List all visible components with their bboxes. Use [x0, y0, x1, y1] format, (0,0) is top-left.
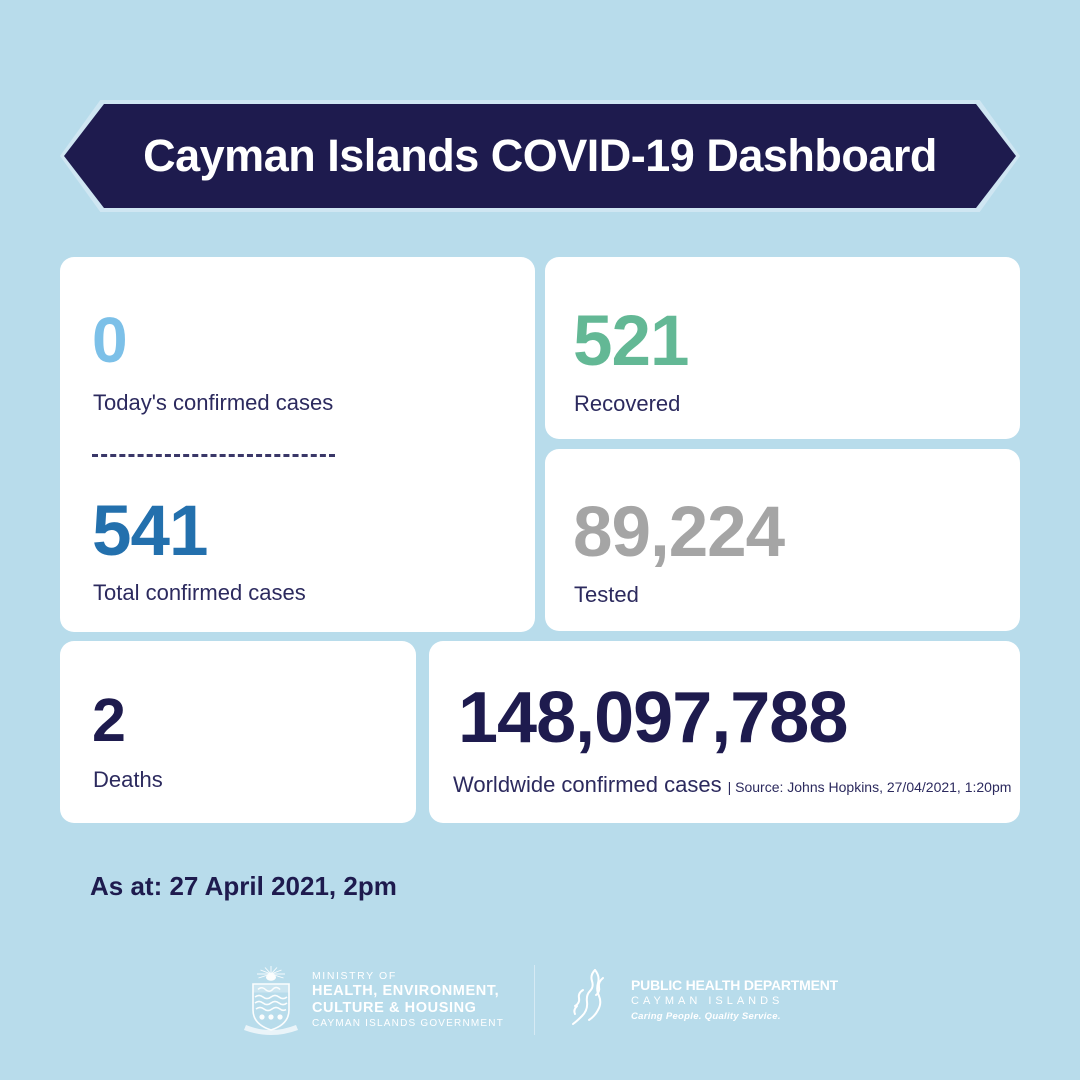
ministry-line-4: CAYMAN ISLANDS GOVERNMENT: [311, 1017, 505, 1029]
cayman-coat-of-arms-icon: [243, 966, 298, 1035]
tested-value: 89,224: [573, 493, 785, 572]
tested-label: Tested: [574, 582, 639, 607]
phd-line-2: CAYMAN ISLANDS: [631, 994, 784, 1007]
public-health-logo-text: PUBLIC HEALTH DEPARTMENT CAYMAN ISLANDS …: [631, 977, 838, 1022]
footer: MINISTRY OF HEALTH, ENVIRONMENT, CULTURE…: [0, 945, 1080, 1055]
public-health-emblem-icon: [572, 969, 605, 1025]
page-title: Cayman Islands COVID-19 Dashboard: [143, 130, 937, 181]
public-health-department-logo: PUBLIC HEALTH DEPARTMENT CAYMAN ISLANDS …: [565, 966, 838, 1034]
card-deaths: 2 Deaths: [60, 641, 416, 823]
ministry-line-2: HEALTH, ENVIRONMENT,: [311, 982, 500, 999]
worldwide-label-row: Worldwide confirmed cases | Source: John…: [453, 772, 1012, 797]
as-at-timestamp: As at: 27 April 2021, 2pm: [90, 871, 397, 901]
phd-line-3: Caring People. Quality Service.: [631, 1010, 781, 1022]
dashed-divider: [92, 454, 335, 457]
card-today-and-total-cases: 0 Today's confirmed cases 541 Total conf…: [60, 257, 535, 632]
ministry-logo: MINISTRY OF HEALTH, ENVIRONMENT, CULTURE…: [242, 965, 504, 1035]
footer-divider: [534, 965, 536, 1035]
phd-line-1: PUBLIC HEALTH DEPARTMENT: [631, 977, 839, 994]
card-tested: 89,224 Tested: [545, 449, 1020, 631]
card-worldwide-cases: 148,097,788 Worldwide confirmed cases | …: [429, 641, 1020, 823]
deaths-value: 2: [92, 686, 126, 754]
ministry-line-1: MINISTRY OF: [311, 970, 397, 983]
ministry-line-3: CULTURE & HOUSING: [311, 999, 477, 1016]
today-confirmed-cases-label: Today's confirmed cases: [93, 390, 334, 415]
ministry-logo-text: MINISTRY OF HEALTH, ENVIRONMENT, CULTURE…: [312, 970, 504, 1029]
card-recovered: 521 Recovered: [545, 257, 1020, 439]
total-confirmed-cases-value: 541: [92, 492, 208, 571]
banner-fill-shape: [64, 104, 1016, 208]
worldwide-confirmed-cases-value: 148,097,788: [458, 678, 848, 758]
recovered-label: Recovered: [574, 391, 681, 416]
today-confirmed-cases-value: 0: [92, 304, 128, 376]
total-confirmed-cases-label: Total confirmed cases: [93, 580, 306, 605]
recovered-value: 521: [573, 302, 689, 381]
worldwide-confirmed-cases-label: Worldwide confirmed cases: [453, 772, 722, 797]
worldwide-source-note: | Source: Johns Hopkins, 27/04/2021, 1:2…: [727, 779, 1012, 795]
deaths-label: Deaths: [93, 767, 163, 792]
header-banner: Cayman Islands COVID-19 Dashboard: [60, 100, 1020, 212]
